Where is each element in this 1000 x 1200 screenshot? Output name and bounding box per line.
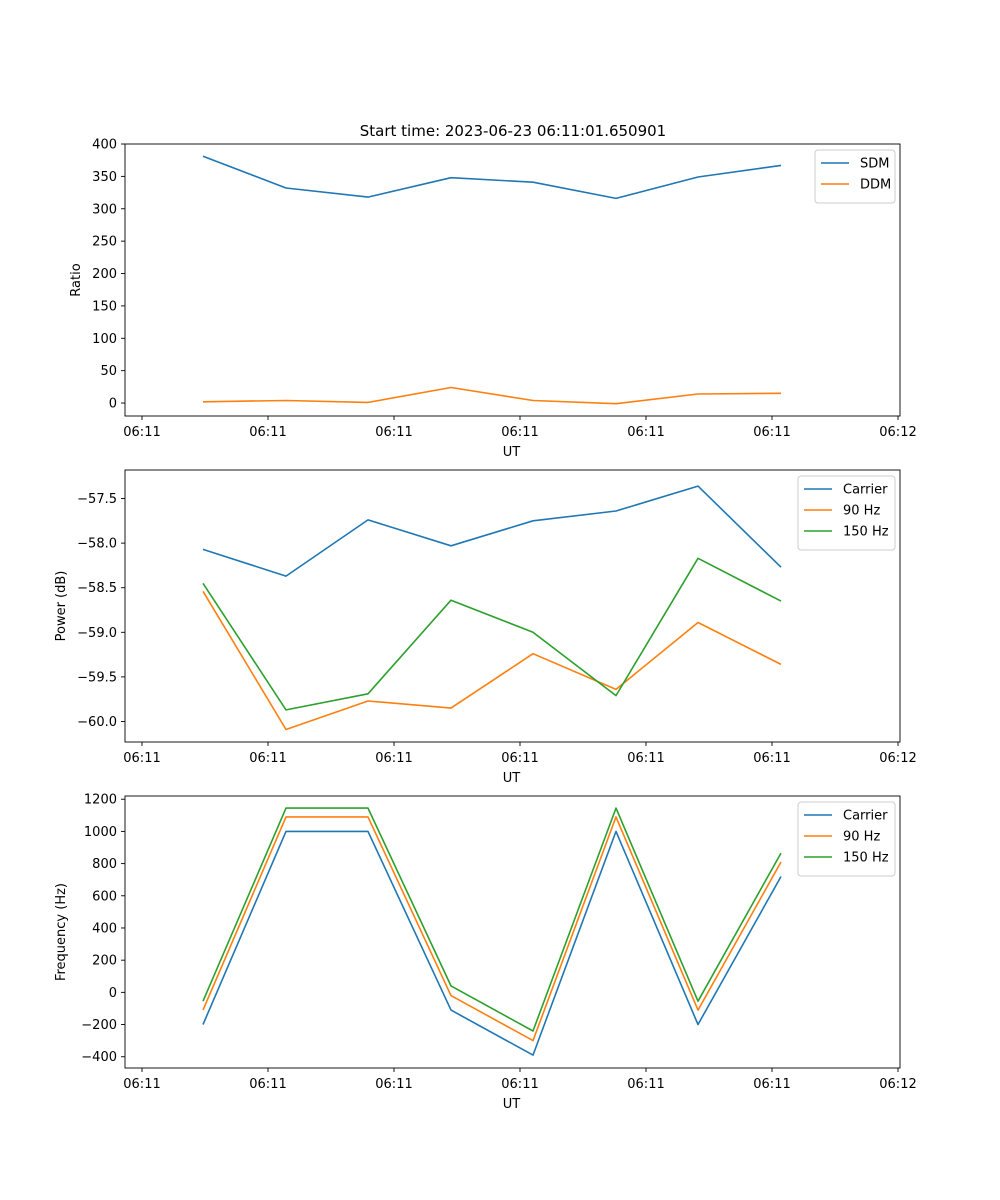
x-tick-label: 06:11 (249, 425, 286, 440)
y-tick-label: 250 (92, 235, 117, 250)
x-tick-label: 06:11 (627, 1077, 664, 1092)
y-tick-label: −58.5 (77, 581, 117, 596)
y-tick-label: 400 (92, 921, 117, 936)
axes-frame (124, 795, 901, 1069)
y-tick-label: 1200 (84, 793, 117, 808)
x-tick-label: 06:11 (375, 1077, 412, 1092)
y-tick-label: 300 (92, 202, 117, 217)
y-tick-label: −59.0 (77, 626, 117, 641)
x-tick-label: 06:11 (249, 1077, 286, 1092)
legend: SDM DDM (814, 149, 896, 204)
y-tick-label: 200 (92, 954, 117, 969)
series-line-2 (202, 816, 782, 1042)
chart-panels: 06:11 06:11 06:11 06:11 06:11 06:11 06:12 0 50 10… (54, 138, 917, 1113)
legend-label-2: DDM (860, 178, 891, 193)
x-tick-label: 06:11 (501, 1077, 538, 1092)
y-tick-label: 400 (92, 138, 117, 153)
x-tick-label: 06:11 (501, 425, 538, 440)
y-tick-label: −57.5 (77, 492, 117, 507)
legend-label-2: 90 Hz (843, 504, 880, 519)
y-tick-label: 0 (109, 986, 117, 1001)
legend-label-1: Carrier (843, 483, 888, 498)
x-axis-label: UT (503, 445, 521, 460)
series-line-2 (202, 590, 782, 731)
legend-label-3: 150 Hz (843, 525, 889, 540)
y-tick-label: −200 (81, 1018, 117, 1033)
x-tick-label: 06:11 (753, 751, 790, 766)
x-tick-label: 06:11 (501, 751, 538, 766)
legend-label-2: 90 Hz (843, 830, 880, 845)
series-line-2 (202, 386, 782, 405)
x-tick-label: 06:11 (123, 1077, 160, 1092)
series-line-3 (202, 807, 782, 1032)
x-tick-label: 06:11 (249, 751, 286, 766)
legend-label-3: 150 Hz (843, 851, 889, 866)
y-tick-label: 50 (100, 364, 117, 379)
y-tick-label: 100 (92, 332, 117, 347)
y-tick-label: −58.0 (77, 537, 117, 552)
x-tick-label: 06:11 (753, 425, 790, 440)
y-tick-label: 1000 (84, 825, 117, 840)
x-tick-label: 06:12 (879, 751, 916, 766)
y-tick-label: 150 (92, 299, 117, 314)
chart-panel-2: 06:11 06:11 06:11 06:11 06:11 06:11 06:12 −57.5… (54, 469, 917, 786)
legend-label-1: SDM (860, 157, 889, 172)
chart-panel-3: 06:11 06:11 06:11 06:11 06:11 06:11 06:12 −400 −… (54, 793, 917, 1112)
legend-label-1: Carrier (843, 809, 888, 824)
axes-frame (124, 143, 901, 417)
series-line-1 (202, 155, 782, 200)
x-tick-label: 06:11 (375, 751, 412, 766)
y-tick-label: −59.5 (77, 670, 117, 685)
legend: Carrier 90 Hz 150 Hz (797, 475, 896, 551)
y-tick-label: 600 (92, 889, 117, 904)
chart-title: Start time: 2023-06-23 06:11:01.650901 (360, 122, 666, 140)
chart-panel-1: 06:11 06:11 06:11 06:11 06:11 06:11 06:12 0 50 10… (69, 138, 917, 461)
x-tick-label: 06:12 (879, 1077, 916, 1092)
y-tick-label: −60.0 (77, 715, 117, 730)
series-line-3 (202, 557, 782, 711)
legend: Carrier 90 Hz 150 Hz (797, 801, 896, 877)
y-axis-label: Ratio (69, 263, 84, 296)
y-axis-label: Frequency (Hz) (54, 883, 69, 981)
x-axis-label: UT (503, 771, 521, 786)
axes-frame (124, 469, 901, 743)
y-tick-label: 200 (92, 267, 117, 282)
x-tick-label: 06:11 (123, 425, 160, 440)
x-tick-label: 06:12 (879, 425, 916, 440)
series-line-1 (202, 830, 782, 1056)
x-tick-label: 06:11 (375, 425, 412, 440)
y-axis-label: Power (dB) (54, 571, 69, 642)
x-tick-label: 06:11 (627, 751, 664, 766)
y-tick-label: 800 (92, 857, 117, 872)
y-tick-label: 0 (109, 397, 117, 412)
x-tick-label: 06:11 (123, 751, 160, 766)
series-line-1 (202, 485, 782, 577)
x-tick-label: 06:11 (753, 1077, 790, 1092)
y-tick-label: 350 (92, 170, 117, 185)
x-axis-label: UT (503, 1097, 521, 1112)
y-tick-label: −400 (81, 1050, 117, 1065)
x-tick-label: 06:11 (627, 425, 664, 440)
